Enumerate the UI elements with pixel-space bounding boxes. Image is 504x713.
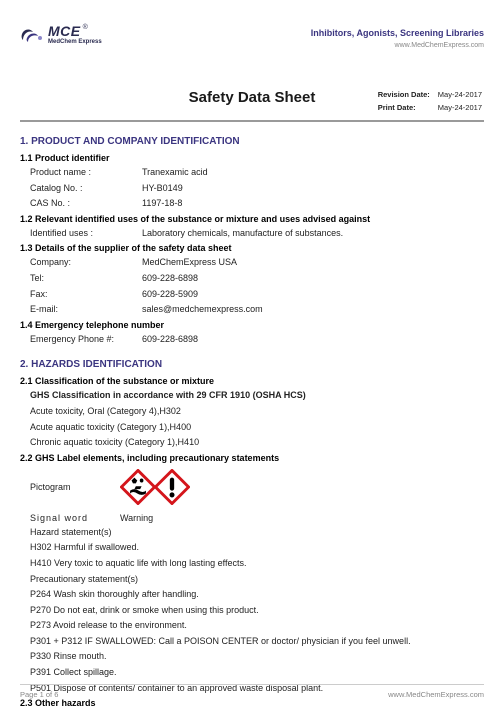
hazard-line-0: H302 Harmful if swallowed.: [30, 541, 484, 554]
hazard-statements-label: Hazard statement(s): [30, 526, 484, 539]
email-value: sales@medchemexpress.com: [142, 303, 263, 316]
logo: MCE® MedChem Express: [20, 24, 102, 45]
section-2-1-heading: 2.1 Classification of the substance or m…: [20, 376, 484, 386]
emergency-phone-label: Emergency Phone #:: [30, 333, 142, 346]
section-1-heading: 1. PRODUCT AND COMPANY IDENTIFICATION: [20, 136, 484, 147]
precaution-line-1: P270 Do not eat, drink or smoke when usi…: [30, 604, 484, 617]
tel-value: 609-228-6898: [142, 272, 198, 285]
classification-line-2: Chronic aquatic toxicity (Category 1),H4…: [30, 436, 484, 449]
registered-icon: ®: [83, 24, 88, 31]
revision-block: Revision Date: May-24-2017 Print Date: M…: [376, 88, 484, 116]
pictogram-label: Pictogram: [30, 482, 120, 492]
tel-label: Tel:: [30, 272, 142, 285]
section-2-3-heading: 2.3 Other hazards: [20, 698, 484, 708]
precautionary-statements-label: Precautionary statement(s): [30, 573, 484, 586]
logo-subtext: MedChem Express: [48, 39, 102, 45]
precaution-line-4: P330 Rinse mouth.: [30, 650, 484, 663]
section-2-2-heading: 2.2 GHS Label elements, including precau…: [20, 453, 484, 463]
section-2-heading: 2. HAZARDS IDENTIFICATION: [20, 359, 484, 370]
logo-text: MCE: [48, 23, 81, 39]
cas-no-value: 1197-18-8: [142, 197, 182, 210]
catalog-no-label: Catalog No. :: [30, 182, 142, 195]
identified-uses-label: Identified uses :: [30, 227, 142, 240]
header: MCE® MedChem Express Inhibitors, Agonist…: [20, 24, 484, 72]
hazard-line-1: H410 Very toxic to aquatic life with lon…: [30, 557, 484, 570]
precaution-line-2: P273 Avoid release to the environment.: [30, 619, 484, 632]
fax-value: 609-228-5909: [142, 288, 198, 301]
classification-line-1: Acute aquatic toxicity (Category 1),H400: [30, 421, 484, 434]
section-1-1-heading: 1.1 Product identifier: [20, 153, 484, 163]
precaution-line-0: P264 Wash skin thoroughly after handling…: [30, 588, 484, 601]
revision-date-value: May-24-2017: [438, 90, 482, 101]
company-label: Company:: [30, 256, 142, 269]
catalog-no-value: HY-B0149: [142, 182, 183, 195]
cas-no-label: CAS No. :: [30, 197, 142, 210]
title-row: Safety Data Sheet Revision Date: May-24-…: [20, 88, 484, 114]
email-label: E-mail:: [30, 303, 142, 316]
ghs-environment-icon: [120, 469, 154, 505]
product-name-label: Product name :: [30, 166, 142, 179]
header-website: www.MedChemExpress.com: [311, 42, 484, 49]
footer: Page 1 of 6 www.MedChemExpress.com: [20, 684, 484, 699]
ghs-classification-heading: GHS Classification in accordance with 29…: [30, 389, 484, 402]
page-number: Page 1 of 6: [20, 690, 58, 699]
print-date-label: Print Date:: [378, 103, 436, 114]
logo-mark-icon: [20, 26, 44, 44]
section-1-3-heading: 1.3 Details of the supplier of the safet…: [20, 243, 484, 253]
revision-date-label: Revision Date:: [378, 90, 436, 101]
ghs-exclamation-icon: [154, 469, 188, 505]
signal-word-value: Warning: [120, 513, 153, 523]
section-1-2-heading: 1.2 Relevant identified uses of the subs…: [20, 214, 484, 224]
section-1-4-heading: 1.4 Emergency telephone number: [20, 320, 484, 330]
tagline: Inhibitors, Agonists, Screening Librarie…: [311, 28, 484, 38]
footer-website: www.MedChemExpress.com: [388, 690, 484, 699]
precaution-line-5: P391 Collect spillage.: [30, 666, 484, 679]
company-value: MedChemExpress USA: [142, 256, 237, 269]
emergency-phone-value: 609-228-6898: [142, 333, 198, 346]
signal-word-label: Signal word: [30, 513, 120, 523]
identified-uses-value: Laboratory chemicals, manufacture of sub…: [142, 227, 343, 240]
fax-label: Fax:: [30, 288, 142, 301]
classification-line-0: Acute toxicity, Oral (Category 4),H302: [30, 405, 484, 418]
product-name-value: Tranexamic acid: [142, 166, 208, 179]
print-date-value: May-24-2017: [438, 103, 482, 114]
precaution-line-3: P301 + P312 IF SWALLOWED: Call a POISON …: [30, 635, 484, 648]
divider: [20, 120, 484, 122]
